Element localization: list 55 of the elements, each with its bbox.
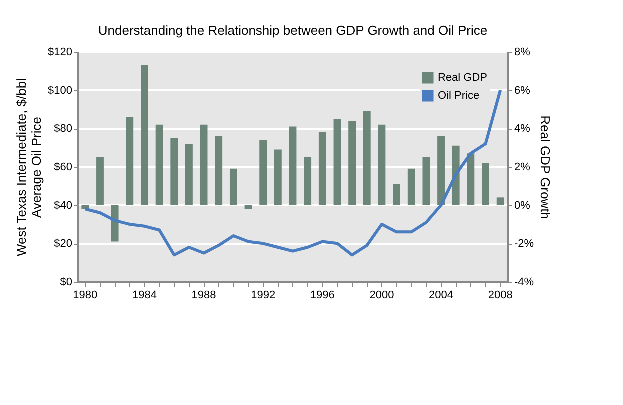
bar bbox=[318, 132, 326, 206]
y2-tick-label: -2% bbox=[514, 238, 534, 250]
bar bbox=[230, 168, 238, 206]
y-tick-label: $40 bbox=[54, 200, 72, 212]
y2-tick-label: -4% bbox=[514, 276, 534, 288]
y2-tick-label: 2% bbox=[514, 162, 531, 174]
y2-tick-label: 8% bbox=[514, 46, 531, 58]
bar bbox=[274, 150, 282, 206]
y2-tick-label: 6% bbox=[514, 84, 531, 97]
chart-title: Understanding the Relationship between GDP Growth and Oil Price bbox=[98, 23, 488, 38]
bar bbox=[200, 124, 208, 206]
bar bbox=[304, 157, 312, 206]
y-tick-label: $100 bbox=[48, 84, 72, 97]
bar bbox=[348, 121, 356, 206]
bar bbox=[215, 136, 223, 206]
y-tick-label: $60 bbox=[54, 162, 72, 174]
y-tick-label: $80 bbox=[54, 123, 72, 136]
x-tick-label: 1996 bbox=[310, 290, 335, 302]
bar bbox=[438, 136, 445, 206]
x-tick-label: 1988 bbox=[192, 290, 216, 302]
x-tick-label: 2004 bbox=[429, 290, 454, 302]
bar bbox=[363, 111, 371, 206]
y2-tick-label: 4% bbox=[514, 123, 531, 136]
bar bbox=[408, 168, 416, 206]
y-axis-title: West Texas Intermediate, $/bbl Average Oil Price bbox=[14, 78, 44, 257]
bar bbox=[467, 154, 475, 206]
line-series bbox=[84, 88, 502, 257]
bar bbox=[422, 157, 430, 206]
x-tick-label: 1980 bbox=[73, 290, 98, 302]
y2-axis-title: Real GDP Growth bbox=[538, 116, 554, 220]
x-tick-label: 2008 bbox=[488, 290, 513, 302]
x-tick-label: 1992 bbox=[251, 290, 276, 302]
bar bbox=[334, 119, 342, 206]
y-tick-label: $120 bbox=[48, 46, 72, 58]
bar bbox=[496, 198, 504, 206]
bar bbox=[452, 146, 460, 206]
x-tick-label: 2000 bbox=[370, 290, 394, 302]
bar bbox=[96, 157, 104, 206]
bar bbox=[260, 140, 268, 206]
bar bbox=[111, 205, 119, 242]
bar bbox=[482, 163, 490, 206]
bar bbox=[170, 138, 178, 206]
legend-label: Oil Price bbox=[438, 90, 480, 102]
x-tick-label: 1984 bbox=[132, 290, 157, 302]
bar bbox=[141, 65, 148, 206]
bar bbox=[378, 124, 386, 206]
y-tick-label: $20 bbox=[54, 238, 72, 250]
legend-label: Real GDP bbox=[438, 72, 488, 84]
bar bbox=[126, 117, 134, 206]
bar bbox=[156, 124, 164, 206]
bar bbox=[393, 184, 400, 206]
bar bbox=[186, 144, 193, 206]
bar bbox=[289, 126, 297, 206]
y-tick-label: $0 bbox=[60, 276, 72, 288]
y2-tick-label: 0% bbox=[514, 200, 531, 212]
